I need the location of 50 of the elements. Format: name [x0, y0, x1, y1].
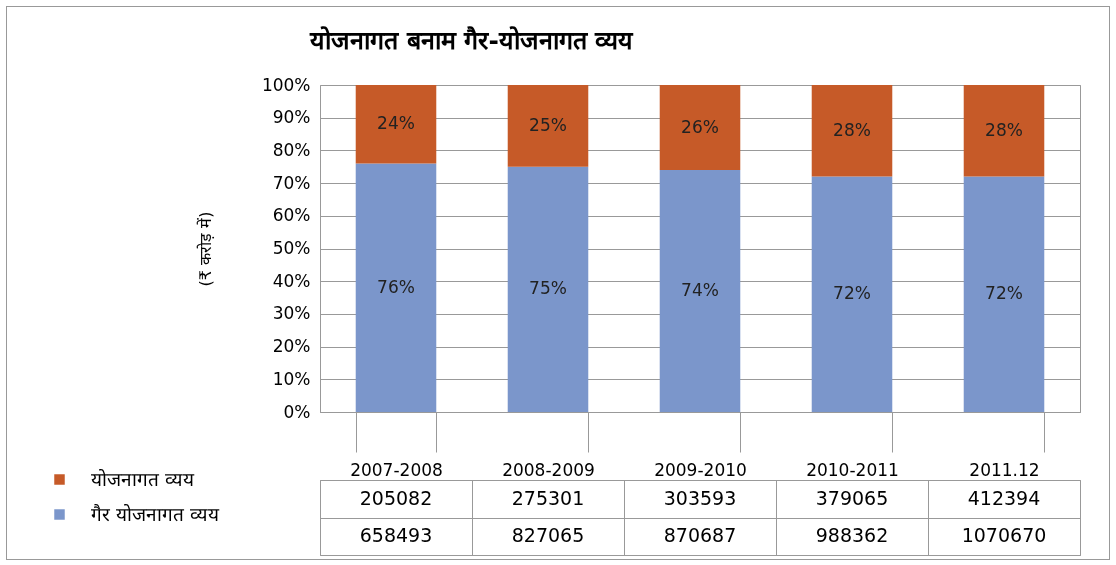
text: 303593 — [663, 486, 737, 509]
y-tick-label: 60% — [272, 205, 311, 226]
bar — [963, 85, 1045, 177]
bar — [811, 176, 893, 412]
data-label: 75% — [529, 278, 567, 299]
bar — [507, 85, 589, 167]
x-tick-label: 2007-2008 — [350, 459, 443, 480]
bar — [811, 85, 893, 177]
bar — [659, 170, 741, 412]
y-tick-label: 0% — [283, 401, 311, 422]
text: 870687 — [663, 524, 737, 547]
chart-title: योजनागत बनाम गैर-योजनागत व्यय — [309, 25, 635, 55]
text: 658493 — [359, 524, 433, 547]
data-label: 25% — [529, 114, 567, 135]
data-label: 28% — [985, 119, 1023, 140]
data-label: 28% — [833, 119, 871, 140]
x-tick-label: 2010-2011 — [806, 459, 899, 480]
text: 412394 — [967, 486, 1041, 509]
text: 1070670 — [961, 524, 1047, 547]
y-tick-label: 80% — [272, 139, 311, 160]
y-tick-label: 30% — [272, 303, 311, 324]
y-tick-label: 50% — [272, 238, 311, 258]
data-label: 72% — [985, 283, 1023, 304]
y-axis-title: (₹ करोड़ में) — [195, 211, 215, 287]
text: 988362 — [815, 524, 889, 547]
x-tick-label: 2009-2010 — [654, 459, 747, 480]
data-label: 24% — [377, 113, 415, 134]
y-tick-label: 70% — [272, 172, 311, 193]
text: 827065 — [511, 524, 585, 547]
data-label: 74% — [681, 280, 719, 301]
y-tick-label: 40% — [272, 270, 311, 291]
legend-label: योजनागत व्यय — [91, 467, 196, 490]
y-tick-label: 100% — [261, 74, 311, 95]
y-tick-label: 90% — [272, 107, 311, 128]
y-tick-label: 20% — [272, 336, 311, 357]
bar — [355, 163, 437, 412]
data-label: 76% — [377, 276, 415, 297]
x-tick-label: 2008-2009 — [502, 459, 595, 480]
x-tick-label: 2011.12 — [969, 459, 1040, 480]
y-tick-label: 10% — [272, 368, 311, 389]
text: 205082 — [359, 486, 433, 509]
text: 275301 — [511, 486, 585, 509]
text: 379065 — [815, 486, 889, 509]
data-label: 26% — [681, 116, 719, 137]
data-label: 72% — [833, 283, 871, 304]
bar — [963, 176, 1045, 412]
bar — [507, 166, 589, 412]
bar — [355, 85, 437, 164]
bar — [659, 85, 741, 171]
legend-label: गैर योजनागत व्यय — [91, 502, 221, 525]
